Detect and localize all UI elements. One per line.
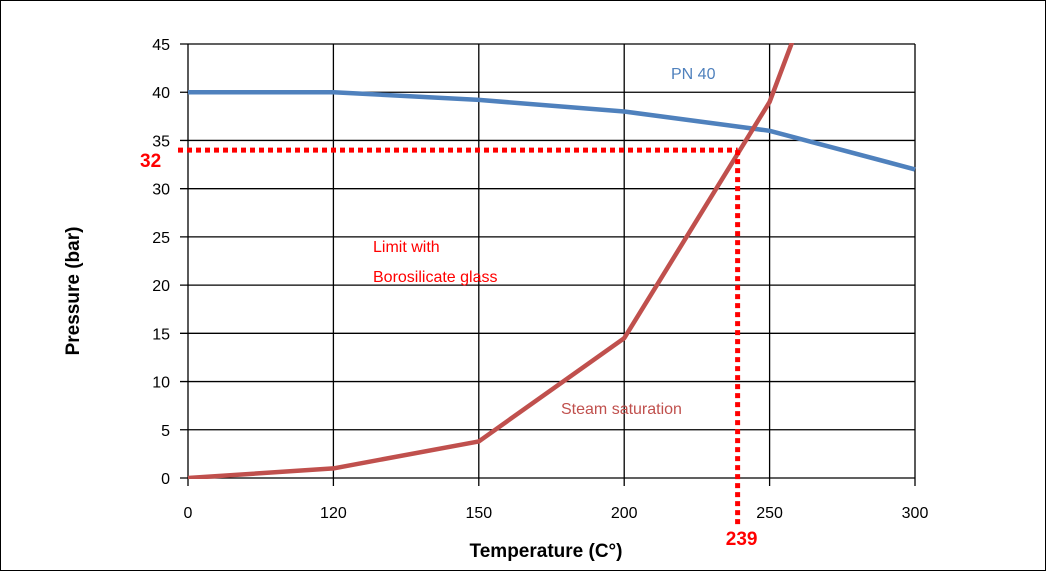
x-tick-label: 300 — [902, 505, 929, 522]
y-tick-label: 20 — [152, 278, 170, 295]
x-tick-label: 150 — [465, 505, 492, 522]
limit-annotation-line2: Borosilicate glass — [373, 269, 498, 286]
series-lines — [188, 43, 916, 479]
y-tick-label: 40 — [152, 85, 170, 102]
y-tick-label: 25 — [152, 230, 170, 247]
y-tick-label: 5 — [161, 423, 170, 440]
y-axis-ticks: 0 5 10 15 20 25 30 35 40 45 — [152, 37, 170, 488]
series-line-1 — [188, 43, 795, 479]
y-tick-label: 30 — [152, 182, 170, 199]
y-axis-title: Pressure (bar) — [63, 227, 84, 356]
series-label-steam-saturation: Steam saturation — [561, 401, 682, 418]
x-axis-title: Temperature (C°) — [470, 541, 623, 562]
x-tick-label: 250 — [756, 505, 783, 522]
temperature-limit-label: 239 — [726, 529, 758, 550]
x-axis-ticks: 0 120 150 200 250 300 — [184, 505, 929, 522]
limit-markers: 32 239 — [140, 147, 758, 550]
series-line-0 — [188, 89, 916, 172]
limit-annotation-line1: Limit with — [373, 239, 440, 256]
grid — [180, 43, 916, 486]
y-tick-label: 45 — [152, 37, 170, 54]
y-tick-label: 15 — [152, 326, 170, 343]
y-tick-label: 0 — [161, 471, 170, 488]
y-tick-label: 35 — [152, 133, 170, 150]
pressure-limit-label: 32 — [140, 151, 161, 172]
x-tick-label: 0 — [184, 505, 193, 522]
x-tick-label: 200 — [611, 505, 638, 522]
series-label-pn40: PN 40 — [671, 66, 716, 83]
y-tick-label: 10 — [152, 375, 170, 392]
x-tick-label: 120 — [320, 505, 347, 522]
